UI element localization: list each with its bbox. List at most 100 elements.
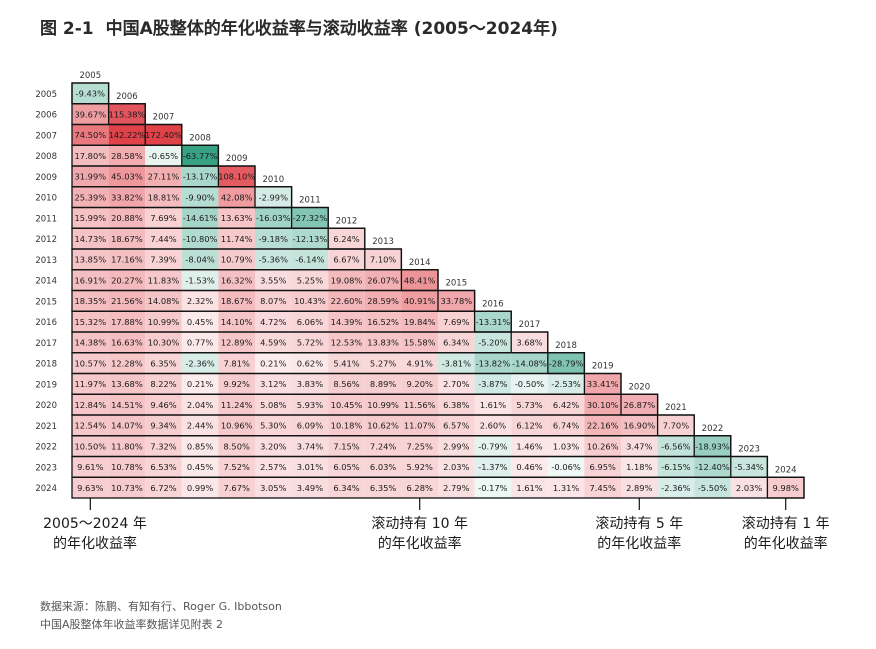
heatmap-cell [145,166,182,187]
heatmap-cell [145,311,182,332]
column-label-2010: 2010 [262,175,284,185]
cell-value: -1.37% [478,462,507,472]
cell-value: 40.91% [404,296,436,306]
cell-value: 10.73% [111,483,143,493]
cell-value: 11.74% [221,234,253,244]
column-label-2005: 2005 [79,71,101,81]
cell-value: 2.57% [260,462,286,472]
cell-value: 12.54% [74,421,106,431]
cell-value: -10.80% [183,234,218,244]
heatmap-cell [255,415,292,436]
heatmap-cell [547,477,585,498]
cell-value: 7.67% [224,483,250,493]
cell-value: 5.27% [370,358,396,368]
cell-value: -28.79% [549,358,584,368]
heatmap-cell [72,435,109,457]
heatmap-cell [145,477,182,498]
heatmap-cell [364,435,402,457]
cell-value: 20.27% [111,275,143,285]
heatmap-cell [145,145,182,166]
heatmap-cell [657,456,695,478]
cell-value: 1.18% [626,462,652,472]
heatmap-cell [218,394,255,415]
cell-value: 10.26% [587,441,619,451]
row-label-2011: 2011 [35,214,57,224]
cell-value: 6.24% [333,234,359,244]
cell-value: 1.61% [516,483,542,493]
heatmap-cell [108,228,146,249]
heatmap-cell [108,145,146,166]
cell-value: 6.95% [590,462,616,472]
heatmap-cell [181,145,219,166]
heatmap-cell [255,228,292,249]
heatmap-cell [511,394,548,415]
cell-value: 2.44% [187,421,213,431]
heatmap-cell [657,477,695,498]
heatmap-cell [401,415,438,436]
cell-value: 14.07% [111,421,143,431]
heatmap-cell [255,290,292,312]
heatmap-cell [547,394,585,415]
cell-value: 5.30% [260,421,286,431]
heatmap-cell [328,352,365,374]
heatmap-cell [328,311,365,332]
cell-value: 15.99% [74,213,106,223]
cell-value: 14.10% [221,317,253,327]
column-label-2009: 2009 [226,154,248,164]
heatmap-cell [547,435,585,457]
heatmap-cell [108,166,146,187]
column-label-2006: 2006 [116,92,138,102]
heatmap-cell [364,290,402,312]
annotation-rolling-1y-line2: 的年化收益率 [743,536,828,552]
cell-value: 10.18% [331,421,363,431]
heatmap-cell [145,290,182,312]
heatmap-cell [584,394,621,415]
cell-value: 33.41% [587,379,619,389]
heatmap-cell [291,311,329,332]
row-label-2024: 2024 [35,484,57,494]
heatmap-cell [72,352,109,374]
heatmap-cell [181,352,219,374]
heatmap-cell [291,290,329,312]
heatmap-cell [255,311,292,332]
cell-value: 6.34% [443,338,469,348]
heatmap-cell [474,332,512,353]
cell-value: 14.38% [74,338,106,348]
cell-value: 6.05% [333,462,359,472]
heatmap-cell [255,207,292,229]
heatmap-cell [145,228,182,249]
row-label-2009: 2009 [35,173,57,183]
cell-value: 26.07% [367,275,399,285]
cell-value: 0.21% [260,358,286,368]
column-label-2017: 2017 [519,320,541,330]
annotation-rolling-1y: 滚动持有 1 年 的年化收益率 [721,514,851,554]
cell-value: 2.99% [443,441,469,451]
cell-value: 17.16% [111,255,143,265]
cell-value: -0.79% [478,441,507,451]
cell-value: 2.60% [480,421,506,431]
heatmap-cell [145,207,182,229]
cell-value: -2.53% [551,379,580,389]
heatmap-cell [511,415,548,436]
cell-value: 14.51% [111,400,143,410]
cell-value: 16.91% [74,275,106,285]
heatmap-cell [401,269,438,291]
column-label-2020: 2020 [628,382,650,392]
heatmap-cell [72,207,109,229]
cell-value: -3.81% [442,358,471,368]
cell-value: 12.89% [221,338,253,348]
cell-value: 17.88% [111,317,143,327]
heatmap-cell [255,456,292,478]
heatmap-cell [145,124,182,146]
heatmap-cell [291,249,329,270]
heatmap-cell [401,394,438,415]
column-label-2011: 2011 [299,196,321,206]
cell-value: 4.72% [260,317,286,327]
heatmap-cell [438,415,475,436]
row-label-2007: 2007 [35,131,57,141]
cell-value: 108.10% [218,172,255,182]
cell-value: 28.58% [111,151,143,161]
cell-value: 2.03% [443,462,469,472]
row-label-2005: 2005 [35,90,57,100]
cell-value: -14.08% [512,358,547,368]
